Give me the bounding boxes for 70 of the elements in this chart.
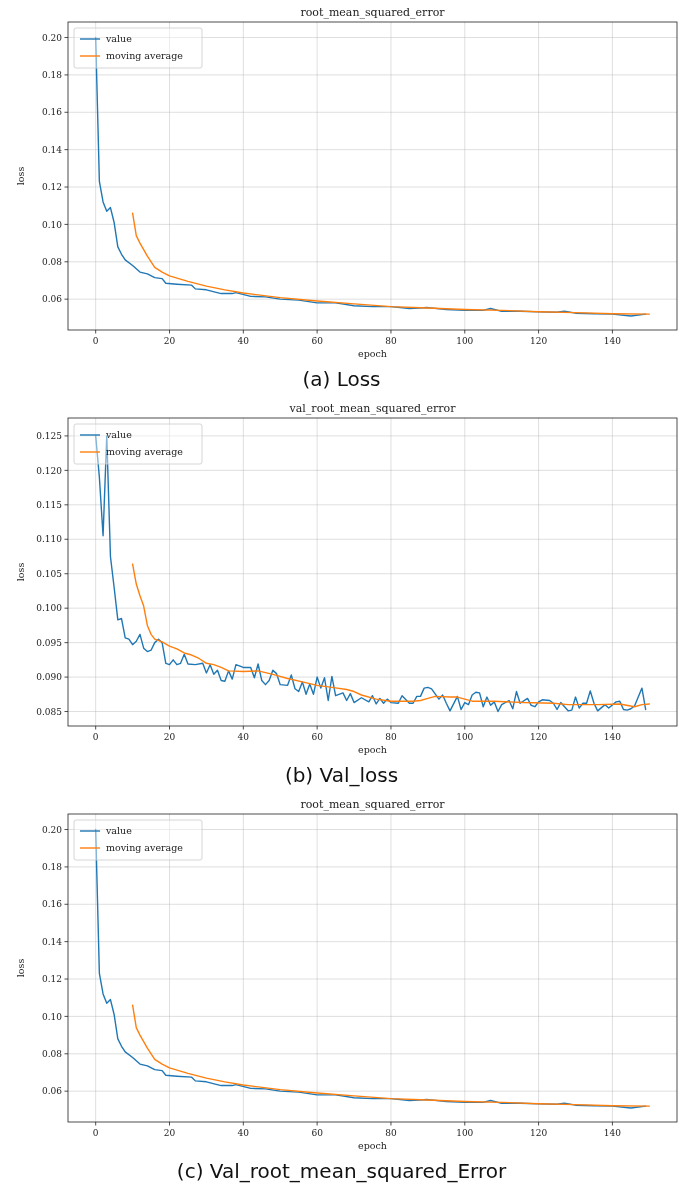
- x-tick-label: 140: [603, 732, 622, 742]
- line-series: [131, 563, 651, 708]
- x-tick-label: 60: [311, 732, 324, 742]
- y-tick-label: 0.10: [41, 1011, 63, 1022]
- legend-label: value: [105, 825, 133, 837]
- text: (c) Val_root_mean_squared_Error: [176, 1159, 507, 1183]
- y-tick-label: 0.105: [36, 568, 63, 579]
- x-tick-label: 60: [311, 1128, 324, 1138]
- x-tick-label: 0: [92, 732, 99, 742]
- y-tick-label: 0.18: [41, 862, 63, 873]
- y-tick-label: 0.090: [36, 672, 63, 683]
- x-tick-label: 140: [603, 1128, 622, 1138]
- y-tick-label: 0.08: [41, 256, 63, 267]
- y-axis-title: loss: [15, 562, 26, 582]
- y-tick-label: 0.14: [41, 936, 63, 947]
- legend-label: moving average: [106, 50, 184, 62]
- y-axis-title: loss: [15, 166, 26, 186]
- x-tick-label: 40: [237, 732, 250, 742]
- chart-title: val_root_mean_squared_error: [288, 402, 457, 415]
- x-tick-label: 40: [237, 336, 250, 346]
- y-tick-label: 0.095: [36, 637, 63, 648]
- x-tick-label: 0: [92, 1128, 99, 1138]
- x-tick-label: 100: [456, 732, 474, 742]
- x-tick-label: 20: [163, 732, 176, 742]
- x-axis-title: epoch: [358, 348, 387, 359]
- line-series: [131, 212, 651, 315]
- chart-title: root_mean_squared_error: [300, 6, 446, 19]
- x-tick-label: 120: [530, 336, 548, 346]
- y-tick-label: 0.06: [41, 1086, 63, 1097]
- y-tick-label: 0.120: [36, 465, 63, 476]
- y-tick-label: 0.12: [41, 974, 62, 985]
- x-tick-label: 100: [456, 1128, 474, 1138]
- x-axis-title: epoch: [358, 1140, 387, 1151]
- text: (b) Val_loss: [284, 763, 399, 787]
- y-tick-label: 0.16: [41, 107, 63, 118]
- y-tick-label: 0.115: [36, 499, 63, 510]
- x-axis-title: epoch: [358, 744, 387, 755]
- legend-label: moving average: [106, 446, 184, 458]
- x-tick-label: 0: [92, 336, 99, 346]
- y-tick-label: 0.10: [41, 219, 63, 230]
- y-tick-label: 0.20: [41, 824, 63, 835]
- y-tick-label: 0.125: [36, 431, 63, 442]
- text: (a) Loss: [302, 367, 381, 391]
- y-tick-label: 0.16: [41, 899, 63, 910]
- x-tick-label: 60: [311, 336, 324, 346]
- chart-title: root_mean_squared_error: [300, 798, 446, 811]
- x-tick-label: 80: [385, 1128, 397, 1138]
- y-tick-label: 0.12: [41, 182, 62, 193]
- line-series: [131, 1004, 651, 1107]
- y-tick-label: 0.20: [41, 32, 63, 43]
- x-tick-label: 80: [385, 336, 397, 346]
- y-tick-label: 0.08: [41, 1048, 63, 1059]
- y-tick-label: 0.14: [41, 144, 63, 155]
- legend-label: moving average: [106, 842, 184, 854]
- x-tick-label: 20: [163, 336, 176, 346]
- x-tick-label: 20: [163, 1128, 176, 1138]
- y-tick-label: 0.100: [36, 603, 63, 614]
- y-axis-title: loss: [15, 958, 26, 978]
- x-tick-label: 100: [456, 336, 474, 346]
- y-tick-label: 0.110: [36, 534, 63, 545]
- legend-label: value: [105, 429, 133, 441]
- x-tick-label: 80: [385, 732, 397, 742]
- y-tick-label: 0.18: [41, 70, 63, 81]
- y-tick-label: 0.085: [36, 706, 63, 717]
- legend-label: value: [105, 33, 133, 45]
- x-tick-label: 120: [530, 732, 548, 742]
- y-tick-label: 0.06: [41, 294, 63, 305]
- x-tick-label: 40: [237, 1128, 250, 1138]
- x-tick-label: 140: [603, 336, 622, 346]
- x-tick-label: 120: [530, 1128, 548, 1138]
